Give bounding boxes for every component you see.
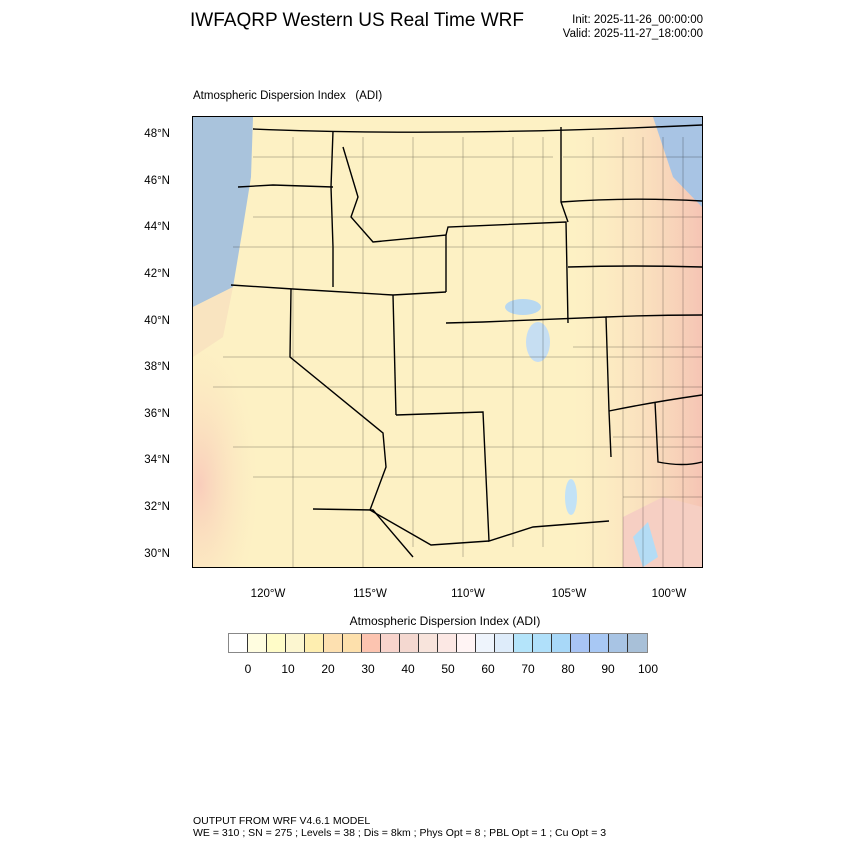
plot-title: IWFAQRP Western US Real Time WRF — [190, 10, 524, 31]
colorbar-swatch — [400, 634, 419, 652]
county-boundaries — [213, 137, 702, 567]
lat-label: 36°N — [144, 408, 170, 420]
lat-label: 42°N — [144, 268, 170, 280]
colorbar-swatch — [457, 634, 476, 652]
colorbar-label: 90 — [601, 662, 615, 676]
lat-label: 30°N — [144, 548, 170, 560]
colorbar-swatch — [495, 634, 514, 652]
colorbar-label: 50 — [441, 662, 455, 676]
colorbar-swatch — [628, 634, 647, 652]
ocean-high-adi — [193, 117, 253, 307]
lon-label: 120°W — [250, 588, 286, 600]
colorbar-label: 10 — [281, 662, 295, 676]
colorbar-label: 70 — [521, 662, 535, 676]
colorbar-label: 60 — [481, 662, 495, 676]
colorbar-title: Atmospheric Dispersion Index (ADI) — [349, 614, 541, 628]
state-boundaries — [230, 124, 703, 558]
lon-label: 110°W — [451, 588, 485, 600]
lat-label: 44°N — [144, 221, 170, 233]
lat-label: 46°N — [144, 175, 170, 187]
colorbar-swatch — [267, 634, 286, 652]
colorbar-label: 20 — [321, 662, 335, 676]
lat-label: 48°N — [144, 128, 170, 140]
colorbar-swatch — [476, 634, 495, 652]
colorbar-swatch — [229, 634, 248, 652]
colorbar-label: 100 — [637, 662, 659, 676]
colorbar-label: 30 — [361, 662, 375, 676]
colorbar-swatch — [438, 634, 457, 652]
colorbar-swatch — [324, 634, 343, 652]
lat-label: 38°N — [144, 361, 170, 373]
lat-label: 32°N — [144, 501, 170, 513]
valid-time: Valid: 2025-11-27_18:00:00 — [562, 28, 703, 40]
colorbar-swatch — [514, 634, 533, 652]
colorbar-swatch — [343, 634, 362, 652]
colorbar-swatch — [248, 634, 267, 652]
lat-label: 34°N — [144, 454, 170, 466]
colorbar-swatch — [362, 634, 381, 652]
model-info: OUTPUT FROM WRF V4.6.1 MODEL WE = 310 ; … — [193, 815, 606, 839]
map-canvas — [193, 117, 703, 595]
colorbar-swatch — [609, 634, 628, 652]
colorbar-swatch — [419, 634, 438, 652]
colorbar-swatch — [552, 634, 571, 652]
model-settings: WE = 310 ; SN = 275 ; Levels = 38 ; Dis … — [193, 827, 607, 839]
model-version: OUTPUT FROM WRF V4.6.1 MODEL — [193, 815, 371, 827]
colorbar-label: 80 — [561, 662, 575, 676]
time-info: Init: 2025-11-26_00:00:00 Valid: 2025-11… — [563, 13, 703, 41]
field-title: Atmospheric Dispersion Index (ADI) — [193, 90, 383, 102]
lat-label: 40°N — [144, 315, 170, 327]
northeast-high-adi — [653, 117, 702, 207]
lon-label: 115°W — [353, 588, 387, 600]
init-time: Init: 2025-11-26_00:00:00 — [572, 14, 703, 26]
colorbar-swatch — [571, 634, 590, 652]
colorbar-swatch — [381, 634, 400, 652]
adi-map — [192, 116, 703, 595]
colorbar-swatch — [533, 634, 552, 652]
colorbar-swatch — [286, 634, 305, 652]
colorbar-swatch — [590, 634, 609, 652]
lon-label: 100°W — [651, 588, 687, 600]
lon-label: 105°W — [551, 588, 587, 600]
colorbar — [228, 633, 648, 653]
colorbar-label: 0 — [244, 662, 252, 676]
colorbar-swatch — [305, 634, 324, 652]
colorbar-label: 40 — [401, 662, 415, 676]
